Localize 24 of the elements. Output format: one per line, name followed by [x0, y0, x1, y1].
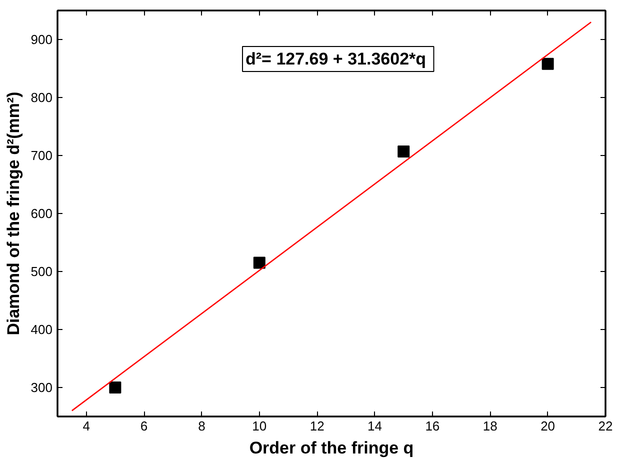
y-tick-label: 700	[30, 148, 53, 163]
x-tick-label: 10	[252, 418, 267, 434]
x-tick-label: 22	[598, 418, 613, 434]
x-tick-label: 20	[540, 418, 556, 434]
x-tick-label: 14	[368, 418, 382, 434]
x-axis-title: Order of the fringe q	[249, 438, 414, 458]
x-tick-label: 12	[310, 418, 324, 434]
y-tick-label: 900	[30, 32, 53, 47]
x-tick-label: 18	[482, 418, 498, 434]
y-axis-title: Diamond of the fringe d²(mm²)	[4, 92, 23, 336]
point	[253, 256, 266, 269]
y-tick-label: 600	[30, 206, 53, 221]
point	[398, 145, 410, 158]
point	[109, 382, 122, 394]
y-tick-label: 300	[30, 380, 53, 395]
x-tick-label: 16	[425, 418, 440, 434]
annotation: d²= 127.69 + 31.3602*q	[246, 50, 426, 68]
y-tick-label: 800	[30, 90, 53, 105]
y-tick-label: 400	[30, 322, 53, 337]
point	[542, 58, 554, 70]
x-tick-label: 8	[198, 418, 206, 434]
x-tick-label: 4	[82, 418, 90, 434]
x-tick-label: 6	[140, 418, 148, 434]
y-tick-label: 500	[30, 264, 53, 279]
